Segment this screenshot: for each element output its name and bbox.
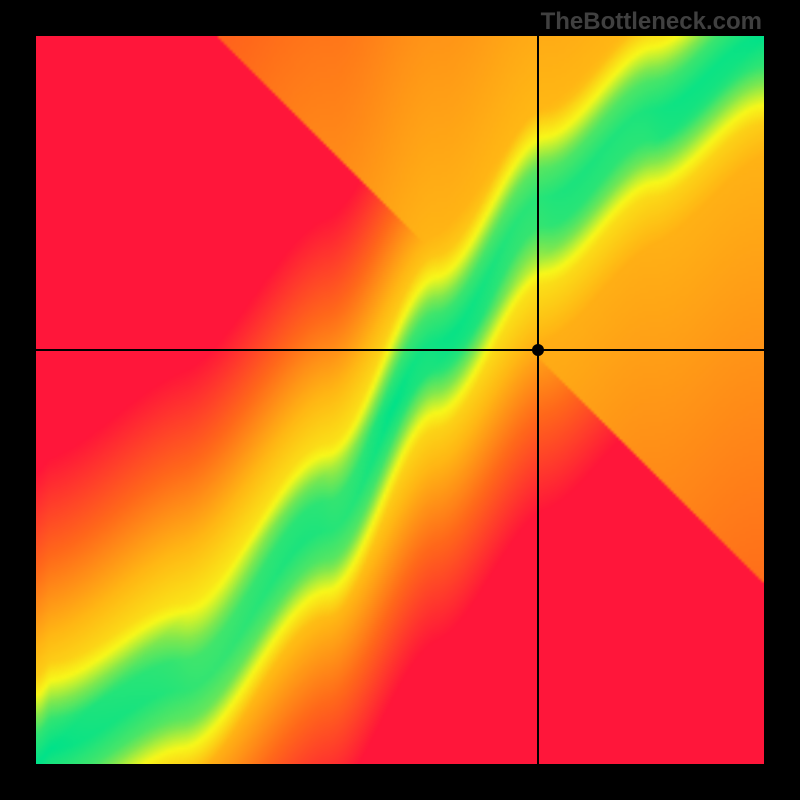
crosshair-horizontal	[36, 349, 764, 351]
heatmap-plot	[36, 36, 764, 764]
crosshair-vertical	[537, 36, 539, 764]
watermark-text: TheBottleneck.com	[541, 8, 762, 36]
heatmap-canvas	[36, 36, 764, 764]
